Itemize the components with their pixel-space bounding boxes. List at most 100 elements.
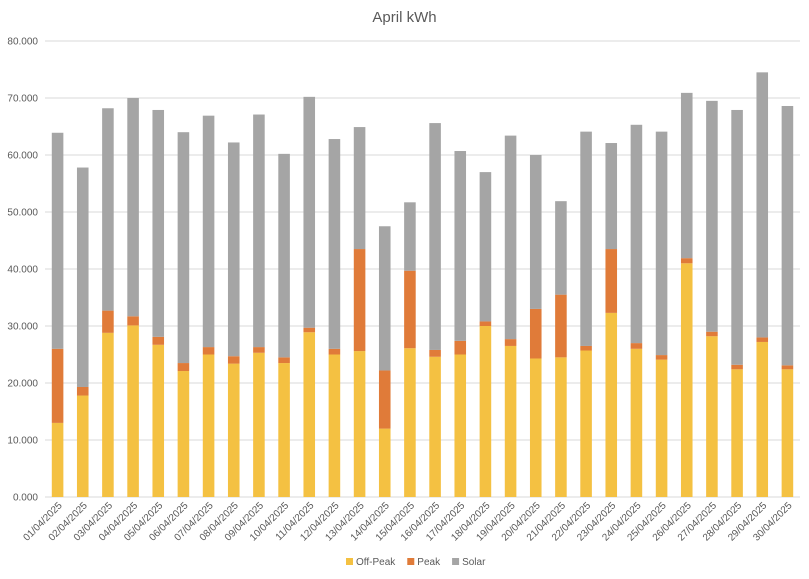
bar-solar [127, 98, 139, 317]
gridlines [45, 40, 800, 498]
legend-swatch [407, 558, 415, 565]
bar-solar [303, 96, 316, 328]
bar-peak [781, 365, 794, 370]
bar-peak [378, 370, 391, 429]
bar-off-peak [529, 358, 542, 497]
bar-off-peak [504, 345, 517, 497]
y-tick-label: 60.000 [7, 151, 38, 162]
bar-solar [177, 132, 190, 364]
legend-label: Peak [417, 557, 441, 568]
bar-off-peak [655, 359, 668, 497]
y-tick-label: 40.000 [7, 265, 38, 276]
bar-off-peak [404, 348, 416, 497]
bar-peak [706, 331, 718, 337]
bar-off-peak [152, 344, 165, 497]
bar-solar [731, 109, 743, 365]
legend-swatch [346, 558, 353, 565]
bar-peak [630, 343, 643, 349]
bar-solar [529, 155, 542, 309]
bar-peak [555, 294, 567, 358]
bar-solar [76, 167, 89, 387]
bar-peak [177, 363, 190, 372]
bar-off-peak [429, 356, 441, 497]
bar-solar [227, 142, 240, 357]
bar-off-peak [781, 369, 794, 497]
bar-peak [152, 336, 165, 345]
bar-solar [202, 115, 215, 348]
bar-off-peak [555, 357, 567, 497]
bar-solar [353, 127, 366, 250]
bar-off-peak [353, 351, 366, 497]
bar-off-peak [202, 354, 215, 497]
bar-peak [731, 364, 743, 370]
bar-solar [51, 132, 64, 349]
bar-solar [253, 114, 265, 348]
bar-solar [555, 201, 567, 295]
bar-off-peak [454, 354, 467, 497]
bar-peak [353, 249, 366, 352]
bar-off-peak [479, 326, 492, 497]
bar-off-peak [680, 263, 693, 497]
bar-peak [227, 356, 240, 364]
bar-peak [328, 348, 341, 355]
bar-solar [630, 124, 643, 344]
bar-peak [605, 249, 618, 313]
bar-solar [756, 72, 769, 338]
y-tick-label: 20.000 [7, 379, 38, 390]
bar-solar [680, 92, 693, 259]
chart-title: April kWh [372, 9, 436, 26]
y-tick-label: 50.000 [7, 208, 38, 219]
bar-peak [680, 258, 693, 264]
y-tick-label: 30.000 [7, 322, 38, 333]
bar-peak [278, 357, 290, 364]
bar-peak [102, 310, 114, 333]
y-tick-label: 10.000 [7, 436, 38, 447]
bar-peak [655, 355, 668, 360]
bar-solar [706, 100, 718, 332]
bar-off-peak [328, 354, 341, 497]
bar-off-peak [102, 332, 114, 497]
bar-solar [404, 202, 416, 271]
bar-peak [202, 347, 215, 355]
bar-solar [605, 143, 618, 250]
bar-solar [152, 109, 165, 337]
bar-peak [429, 349, 441, 357]
legend-label: Off-Peak [356, 557, 396, 568]
y-tick-label: 0.000 [13, 493, 38, 504]
bar-off-peak [253, 352, 265, 497]
bar-off-peak [303, 332, 316, 497]
bar-off-peak [278, 363, 290, 497]
y-axis-ticks: 0.000 10.000 20.000 30.000 40.000 50.000 60.00… [7, 37, 38, 504]
bar-solar [479, 172, 492, 322]
bar-peak [253, 347, 265, 353]
bar-solar [429, 123, 441, 350]
bar-solar [655, 131, 668, 356]
legend-label: Solar [462, 557, 486, 568]
bar-peak [580, 345, 592, 351]
bar-solar [102, 108, 114, 311]
bar-peak [76, 386, 89, 396]
bar-off-peak [51, 422, 64, 497]
bar-off-peak [706, 336, 718, 497]
bar-peak [504, 339, 517, 346]
bar-off-peak [580, 350, 592, 497]
bar-off-peak [756, 341, 769, 497]
bar-peak [404, 270, 416, 349]
bar-off-peak [177, 371, 190, 497]
bars [51, 72, 794, 497]
bar-off-peak [76, 395, 89, 497]
y-tick-label: 70.000 [7, 94, 38, 105]
bar-off-peak [227, 363, 240, 497]
bar-off-peak [127, 325, 139, 497]
bar-peak [756, 337, 769, 342]
legend-swatch [452, 558, 460, 565]
bar-solar [454, 151, 467, 341]
bar-peak [479, 321, 492, 326]
bar-peak [51, 348, 64, 423]
bar-off-peak [605, 312, 618, 497]
bar-off-peak [731, 369, 743, 497]
bar-peak [127, 316, 139, 326]
bar-solar [580, 131, 592, 346]
